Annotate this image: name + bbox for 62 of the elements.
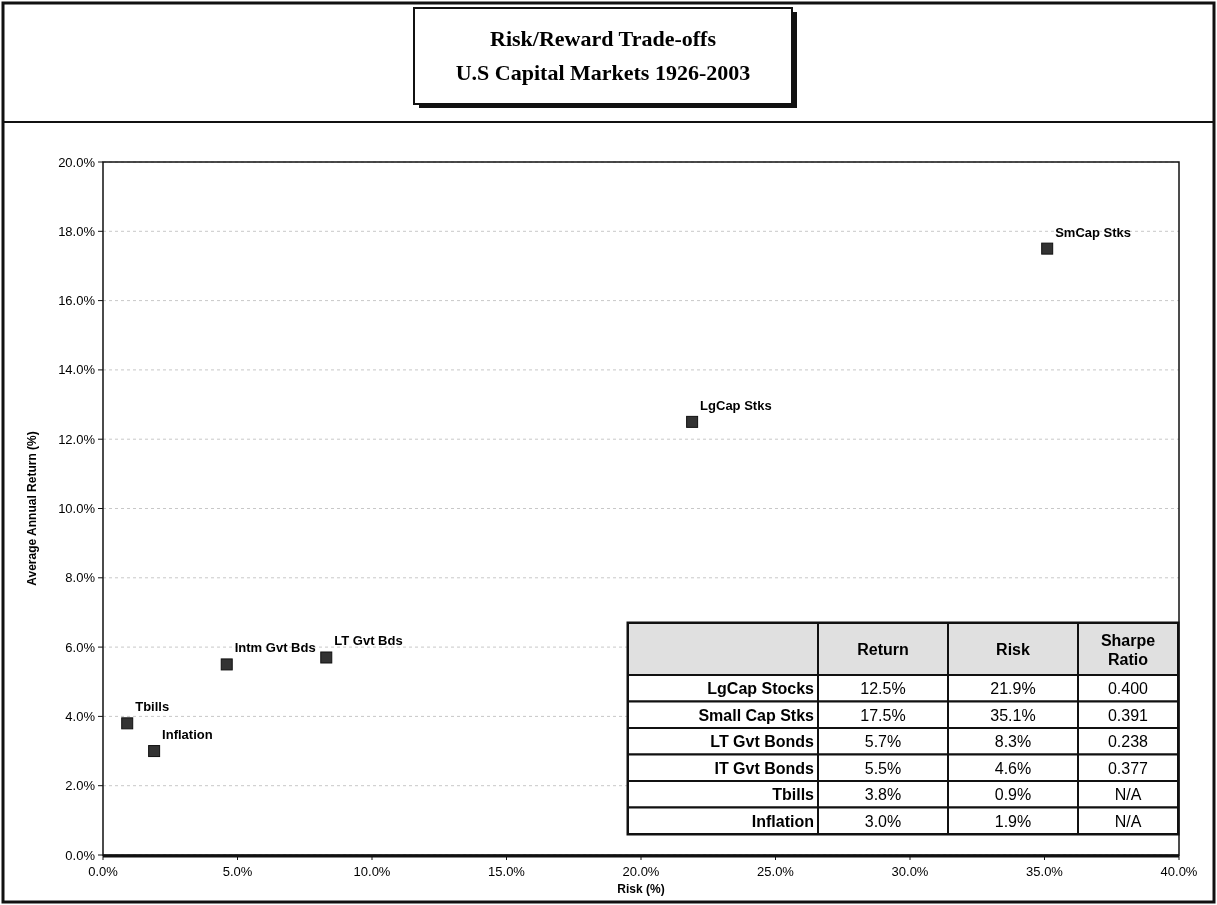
annotation: 5.5% bbox=[864, 759, 902, 777]
annotation: 8.3% bbox=[994, 733, 1032, 751]
annotation: 0.238 bbox=[1107, 733, 1149, 751]
annotation: Sharpe Ratio bbox=[1100, 632, 1156, 668]
y-tick-label: 0.0% bbox=[65, 847, 96, 863]
y-axis-title: Average Annual Return (%) bbox=[25, 431, 39, 586]
annotation: 1.9% bbox=[994, 812, 1032, 830]
y-tick-label: 18.0% bbox=[58, 223, 96, 239]
annotation: 0.400 bbox=[1107, 680, 1149, 698]
y-tick-label: 6.0% bbox=[65, 639, 96, 655]
y-tick-label: 10.0% bbox=[58, 501, 96, 517]
point bbox=[121, 717, 134, 730]
series-label: LT Gvt Bds bbox=[334, 633, 403, 649]
annotation: Inflation bbox=[751, 812, 814, 830]
x-tick-label: 40.0% bbox=[1160, 864, 1198, 879]
point bbox=[1041, 242, 1054, 255]
x-tick-label: 35.0% bbox=[1026, 864, 1064, 879]
series-label: LgCap Stks bbox=[700, 397, 772, 413]
series-label: SmCap Stks bbox=[1055, 224, 1132, 240]
y-tick-label: 20.0% bbox=[58, 154, 96, 170]
x-axis-title: Risk (%) bbox=[617, 882, 665, 896]
annotation: 0.9% bbox=[994, 786, 1032, 804]
annotation: 0.377 bbox=[1107, 759, 1149, 777]
annotation: N/A bbox=[1114, 786, 1142, 804]
series-label: Tbills bbox=[135, 699, 170, 715]
point bbox=[686, 415, 699, 428]
series-label: Inflation bbox=[162, 727, 213, 743]
point bbox=[220, 658, 233, 671]
x-tick-label: 15.0% bbox=[488, 864, 526, 879]
y-tick-label: 2.0% bbox=[65, 778, 96, 794]
annotation: LT Gvt Bonds bbox=[710, 733, 815, 751]
annotation: 35.1% bbox=[990, 706, 1036, 724]
annotation: 0.391 bbox=[1107, 706, 1149, 724]
annotation: 3.0% bbox=[864, 812, 902, 830]
annotation: Risk bbox=[996, 641, 1030, 658]
annotation: Return bbox=[857, 641, 909, 658]
x-tick-label: 10.0% bbox=[353, 864, 391, 879]
x-tick-label: 25.0% bbox=[757, 864, 795, 879]
annotation: 4.6% bbox=[994, 759, 1032, 777]
chart-title: Risk/Reward Trade-offs U.S Capital Markets 1926-2003 bbox=[455, 26, 751, 85]
y-tick-label: 8.0% bbox=[65, 570, 96, 586]
annotation: 5.7% bbox=[864, 733, 902, 751]
x-tick-label: 20.0% bbox=[622, 864, 660, 879]
annotation: 12.5% bbox=[860, 680, 906, 698]
x-tick-label: 0.0% bbox=[88, 864, 119, 879]
annotation: IT Gvt Bonds bbox=[714, 759, 815, 777]
y-tick-label: 4.0% bbox=[65, 708, 96, 724]
annotation: 21.9% bbox=[990, 680, 1036, 698]
series-label: Intm Gvt Bds bbox=[234, 640, 316, 656]
annotation: Tbills bbox=[772, 786, 815, 804]
annotation: 3.8% bbox=[864, 786, 902, 804]
point bbox=[148, 745, 161, 758]
y-tick-label: 16.0% bbox=[58, 293, 96, 309]
annotation: LgCap Stocks bbox=[707, 680, 815, 698]
y-tick-label: 14.0% bbox=[58, 362, 96, 378]
x-tick-label: 5.0% bbox=[222, 864, 253, 879]
x-tick-label: 30.0% bbox=[891, 864, 929, 879]
annotation: 17.5% bbox=[860, 706, 906, 724]
annotation: N/A bbox=[1114, 812, 1142, 830]
point bbox=[320, 651, 333, 664]
annotation: Small Cap Stks bbox=[698, 706, 815, 724]
y-tick-label: 12.0% bbox=[58, 431, 96, 447]
